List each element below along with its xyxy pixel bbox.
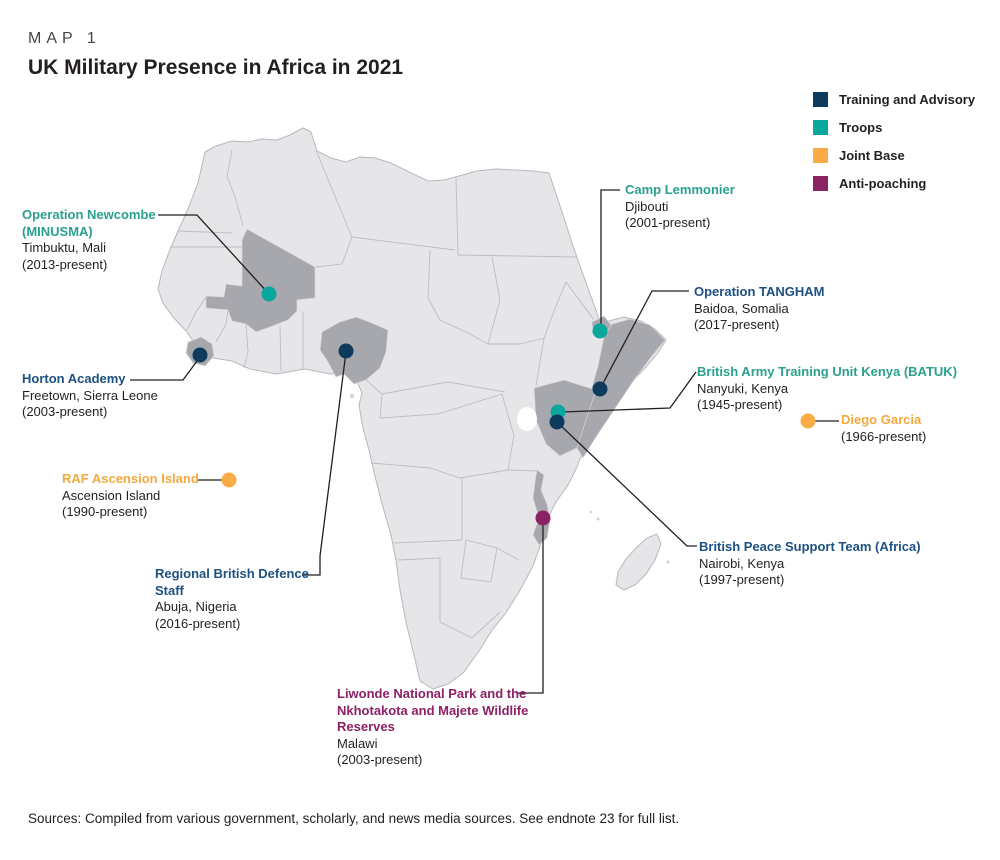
label-operation-tangham: Operation TANGHAM Baidoa, Somalia (2017-…: [694, 284, 874, 334]
legend-swatch-training: [813, 92, 828, 107]
madagascar: [615, 533, 662, 591]
label-location: Ascension Island: [62, 487, 161, 503]
country-borders: [170, 149, 595, 639]
leader-batuk: [561, 371, 697, 413]
label-operation-newcombe: Operation Newcombe (MINUSMA) Timbuktu, M…: [22, 207, 172, 273]
label-title-line: Operation TANGHAM: [694, 284, 825, 299]
country-kenya: [533, 379, 597, 457]
label-location: Abuja, Nigeria: [155, 599, 237, 614]
label-title-line: Staff: [155, 582, 184, 598]
label-regional-defence-staff: Regional British Defence Staff Abuja, Ni…: [155, 566, 325, 632]
country-nigeria: [319, 316, 389, 385]
marker-dot-operation-newcombe: [261, 286, 277, 302]
label-title: Horton Academy: [22, 371, 202, 388]
marker-dot-horton-academy: [192, 347, 208, 363]
label-title-line: Horton Academy: [22, 371, 126, 386]
leader-operation-newcombe: [158, 214, 270, 295]
label-title: British Peace Support Team (Africa): [699, 539, 959, 556]
label-location: Timbuktu, Mali: [22, 240, 107, 255]
label-title-line: British Peace Support Team (Africa): [699, 539, 921, 554]
label-title: Liwonde National Park and the Nkhotakota…: [337, 686, 547, 736]
legend-label: Troops: [839, 120, 883, 135]
label-years: (1966-present): [841, 428, 927, 444]
label-title-line: Camp Lemmonier: [625, 182, 735, 197]
legend-label: Joint Base: [839, 148, 905, 163]
label-years: (2003-present): [22, 404, 108, 419]
label-title-line: (MINUSMA): [22, 223, 93, 239]
label-title: Camp Lemmonier: [625, 182, 785, 199]
marker-dot-diego-garcia: [800, 413, 816, 429]
marker-dot-operation-tangham: [592, 381, 608, 397]
label-batuk: British Army Training Unit Kenya (BATUK)…: [697, 364, 987, 414]
label-title: Operation Newcombe (MINUSMA): [22, 207, 172, 240]
legend-swatch-troops: [813, 120, 828, 135]
label-title: Regional British Defence Staff: [155, 566, 325, 599]
label-peace-support-team: British Peace Support Team (Africa) Nair…: [699, 539, 959, 589]
lake-victoria: [517, 407, 537, 431]
legend-swatch-anti-poaching: [813, 176, 828, 191]
label-title-line: RAF Ascension Island: [62, 471, 199, 486]
legend-item-training: Training and Advisory: [813, 92, 975, 107]
label-title-line: Nkhotakota and Majete Wildlife: [337, 702, 529, 718]
label-years: (2016-present): [155, 615, 241, 631]
leader-horton-academy: [130, 356, 201, 381]
map-kicker: MAP 1: [28, 30, 101, 47]
leader-regional-defence-staff: [302, 351, 347, 576]
legend-item-troops: Troops: [813, 120, 975, 135]
leader-operation-tangham: [599, 290, 689, 390]
label-location: Nairobi, Kenya: [699, 555, 785, 571]
marker-dot-raf-ascension: [221, 472, 237, 488]
label-years: (2001-present): [625, 215, 711, 230]
label-years: (1945-present): [697, 397, 783, 412]
sources-note: Sources: Compiled from various governmen…: [28, 811, 680, 826]
country-mali: [205, 228, 316, 333]
leader-lines: [130, 189, 839, 694]
page-title: UK Military Presence in Africa in 2021: [28, 56, 404, 79]
label-location: Malawi: [337, 735, 378, 751]
label-title-line: British Army Training Unit Kenya (BATUK): [697, 364, 958, 379]
label-liwonde: Liwonde National Park and the Nkhotakota…: [337, 686, 547, 769]
legend: Training and Advisory Troops Joint Base …: [813, 92, 975, 204]
label-location: Freetown, Sierra Leone: [22, 387, 158, 403]
legend-item-joint-base: Joint Base: [813, 148, 975, 163]
legend-swatch-joint-base: [813, 148, 828, 163]
label-diego-garcia: Diego Garcia (1966-present): [841, 412, 981, 445]
label-years: (2003-present): [337, 752, 423, 767]
label-title: RAF Ascension Island: [62, 471, 232, 488]
legend-label: Anti-poaching: [839, 176, 927, 191]
label-years: (2013-present): [22, 256, 108, 272]
label-title-line: Diego Garcia: [841, 412, 922, 427]
label-title: Diego Garcia: [841, 412, 981, 429]
label-horton-academy: Horton Academy Freetown, Sierra Leone (2…: [22, 371, 202, 421]
leader-peace-support-team: [556, 421, 697, 547]
label-title-line: Operation Newcombe: [22, 207, 156, 222]
label-title: Operation TANGHAM: [694, 284, 874, 301]
label-title-line: Regional British Defence: [155, 566, 309, 581]
label-location: Djibouti: [625, 198, 669, 214]
marker-dot-liwonde: [535, 510, 551, 526]
marker-dot-camp-lemmonier: [592, 323, 608, 339]
label-title-line: Reserves: [337, 719, 395, 734]
label-years: (1997-present): [699, 572, 785, 587]
leader-liwonde: [518, 518, 544, 694]
label-camp-lemmonier: Camp Lemmonier Djibouti (2001-present): [625, 182, 785, 232]
legend-label: Training and Advisory: [839, 92, 976, 107]
label-location: Nanyuki, Kenya: [697, 380, 789, 396]
marker-dot-regional-defence-staff: [338, 343, 354, 359]
marker-dot-peace-support-team: [549, 414, 565, 430]
label-years: (1990-present): [62, 504, 148, 519]
leader-camp-lemmonier: [600, 189, 620, 330]
small-islands: [350, 394, 670, 564]
label-title: British Army Training Unit Kenya (BATUK): [697, 364, 987, 381]
label-years: (2017-present): [694, 317, 780, 332]
label-raf-ascension: RAF Ascension Island Ascension Island (1…: [62, 471, 232, 521]
legend-item-anti-poaching: Anti-poaching: [813, 176, 975, 191]
label-location: Baidoa, Somalia: [694, 300, 789, 316]
label-title-line: Liwonde National Park and the: [337, 686, 527, 701]
marker-dots: [192, 286, 816, 526]
